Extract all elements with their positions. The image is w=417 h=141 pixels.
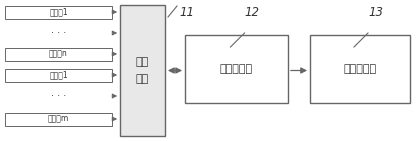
Text: 12: 12 — [244, 6, 259, 19]
Text: 数据存储器: 数据存储器 — [344, 64, 377, 74]
Text: 采集处理器: 采集处理器 — [220, 64, 253, 74]
Text: 13: 13 — [368, 6, 383, 19]
Bar — [5, 69, 112, 81]
Text: · · ·: · · · — [51, 91, 66, 101]
Bar — [5, 48, 112, 60]
Text: 电流蘱m: 电流蘱m — [48, 114, 69, 124]
Bar — [185, 35, 288, 103]
Text: · · ·: · · · — [51, 28, 66, 38]
Bar — [120, 5, 165, 136]
Bar — [5, 5, 112, 18]
Text: 11: 11 — [179, 6, 194, 19]
Bar — [5, 113, 112, 125]
Text: 电压蘱n: 电压蘱n — [49, 49, 68, 59]
Text: 采集
单元: 采集 单元 — [136, 57, 149, 84]
Text: 电压蘱1: 电压蘱1 — [49, 7, 68, 16]
Bar — [310, 35, 410, 103]
Text: 电流蘱1: 电流蘱1 — [49, 70, 68, 80]
